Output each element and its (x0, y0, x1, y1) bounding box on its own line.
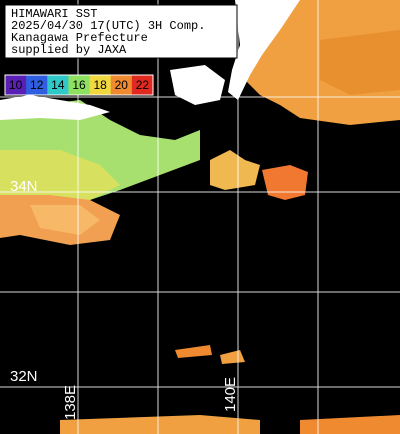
colorbar-swatch (26, 75, 48, 95)
lon-label: 140E (222, 377, 239, 412)
colorbar-label: 14 (51, 78, 65, 92)
lon-label: 138E (62, 385, 79, 420)
header-box (4, 4, 238, 59)
header-line: 2025/04/30 17(UTC) 3H Comp. (11, 19, 205, 33)
colorbar-swatch (68, 75, 91, 95)
colorbar-swatch (131, 75, 154, 95)
colorbar-label: 10 (9, 78, 23, 92)
lat-label: 32N (10, 368, 38, 385)
colorbar-swatch (89, 75, 112, 95)
land (0, 0, 300, 120)
colorbar-swatch (110, 75, 133, 95)
colorbar-label: 20 (115, 78, 129, 92)
colorbar-label: 18 (93, 78, 107, 92)
colorbar-frame (4, 74, 154, 96)
colorbar-label: 12 (30, 78, 44, 92)
colorbar-label: 16 (72, 78, 86, 92)
colorbar-swatch (5, 75, 27, 95)
colorbar: 10 12 14 16 18 20 22 (4, 74, 154, 96)
lat-label: 34N (10, 178, 38, 195)
header-line: HIMAWARI SST (11, 7, 97, 21)
header-line: supplied by JAXA (11, 43, 127, 57)
header-line: Kanagawa Prefecture (11, 31, 148, 45)
colorbar-label: 22 (136, 78, 150, 92)
colorbar-swatch (47, 75, 69, 95)
